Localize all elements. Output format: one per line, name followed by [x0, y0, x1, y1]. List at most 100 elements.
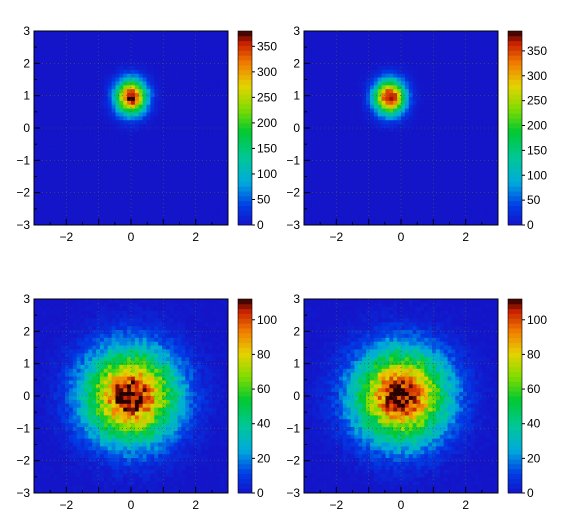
heatmap-cell	[490, 54, 494, 58]
heatmap-cell	[459, 50, 463, 54]
heatmap-cell	[358, 101, 362, 105]
heatmap-cell	[378, 78, 382, 82]
heatmap-cell	[343, 136, 347, 140]
heatmap-cell	[479, 39, 483, 43]
heatmap-cell	[38, 74, 42, 78]
heatmap-cell	[53, 78, 57, 82]
heatmap-cell	[123, 112, 127, 116]
heatmap-cell	[320, 206, 324, 210]
heatmap-cell	[366, 109, 370, 113]
heatmap-cell	[370, 74, 374, 78]
heatmap-cell	[57, 163, 61, 167]
heatmap-cell	[327, 167, 331, 171]
heatmap-cell	[100, 132, 104, 136]
heatmap-cell	[320, 175, 324, 179]
heatmap-cell	[158, 116, 162, 120]
heatmap-cell	[444, 105, 448, 109]
heatmap-cell	[135, 178, 139, 182]
heatmap-cell	[482, 74, 486, 78]
heatmap-cell	[154, 112, 158, 116]
heatmap-cell	[88, 81, 92, 85]
heatmap-cell	[331, 178, 335, 182]
heatmap-cell	[479, 151, 483, 155]
heatmap-cell	[50, 81, 54, 85]
heatmap-cell	[185, 74, 189, 78]
heatmap-cell	[424, 70, 428, 74]
heatmap-cell	[374, 62, 378, 66]
heatmap-cell	[343, 198, 347, 202]
heatmap-cell	[46, 151, 50, 155]
heatmap-cell	[409, 81, 413, 85]
heatmap-cell	[351, 163, 355, 167]
heatmap-cell	[112, 167, 116, 171]
heatmap-cell	[115, 136, 119, 140]
colorbar-segment	[238, 186, 252, 191]
heatmap-cell	[459, 175, 463, 179]
heatmap-cell	[312, 31, 316, 35]
heatmap-cell	[139, 120, 143, 124]
heatmap-cell	[131, 74, 135, 78]
heatmap-cell	[347, 175, 351, 179]
heatmap-cell	[459, 47, 463, 51]
heatmap-cell	[312, 112, 316, 116]
heatmap-cell	[131, 66, 135, 70]
heatmap-cell	[96, 128, 100, 132]
heatmap-cell	[178, 70, 182, 74]
heatmap-cell	[339, 85, 343, 89]
heatmap-cell	[143, 109, 147, 113]
heatmap-cell	[382, 89, 386, 93]
heatmap-cell	[53, 217, 57, 221]
heatmap-cell	[154, 93, 158, 97]
heatmap-cell	[150, 85, 154, 89]
heatmap-cell	[65, 186, 69, 190]
heatmap-cell	[119, 190, 123, 194]
heatmap-cell	[320, 144, 324, 148]
heatmap-cell	[444, 178, 448, 182]
heatmap-cell	[92, 93, 96, 97]
heatmap-cell	[197, 182, 201, 186]
heatmap-cell	[131, 85, 135, 89]
heatmap-cell	[112, 54, 116, 58]
heatmap-cell	[119, 209, 123, 213]
heatmap-cell	[467, 186, 471, 190]
heatmap-cell	[143, 151, 147, 155]
heatmap-cell	[100, 47, 104, 51]
heatmap-cell	[112, 66, 116, 70]
heatmap-cell	[486, 50, 490, 54]
heatmap-cell	[448, 97, 452, 101]
heatmap-cell	[490, 39, 494, 43]
heatmap-cell	[92, 101, 96, 105]
heatmap-cell	[115, 66, 119, 70]
heatmap-cell	[312, 132, 316, 136]
heatmap-cell	[104, 159, 108, 163]
heatmap-cell	[181, 171, 185, 175]
heatmap-cell	[201, 47, 205, 51]
heatmap-cell	[389, 136, 393, 140]
heatmap-cell	[354, 155, 358, 159]
heatmap-cell	[451, 128, 455, 132]
heatmap-cell	[401, 120, 405, 124]
heatmap-cell	[467, 175, 471, 179]
heatmap-cell	[77, 81, 81, 85]
heatmap-cell	[205, 128, 209, 132]
heatmap-cell	[135, 213, 139, 217]
heatmap-cell	[162, 81, 166, 85]
heatmap-cell	[316, 85, 320, 89]
heatmap-cell	[413, 151, 417, 155]
heatmap-cell	[440, 190, 444, 194]
heatmap-cell	[417, 78, 421, 82]
heatmap-cell	[150, 140, 154, 144]
heatmap-cell	[490, 97, 494, 101]
heatmap-cell	[354, 74, 358, 78]
heatmap-cell	[150, 105, 154, 109]
heatmap-cell	[220, 194, 224, 198]
heatmap-cell	[112, 124, 116, 128]
heatmap-cell	[158, 120, 162, 124]
heatmap-cell	[323, 171, 327, 175]
colorbar-segment	[238, 215, 252, 220]
heatmap-cell	[46, 54, 50, 58]
heatmap-cell	[351, 85, 355, 89]
heatmap-cell	[197, 155, 201, 159]
heatmap-cell	[104, 190, 108, 194]
heatmap-cell	[331, 85, 335, 89]
